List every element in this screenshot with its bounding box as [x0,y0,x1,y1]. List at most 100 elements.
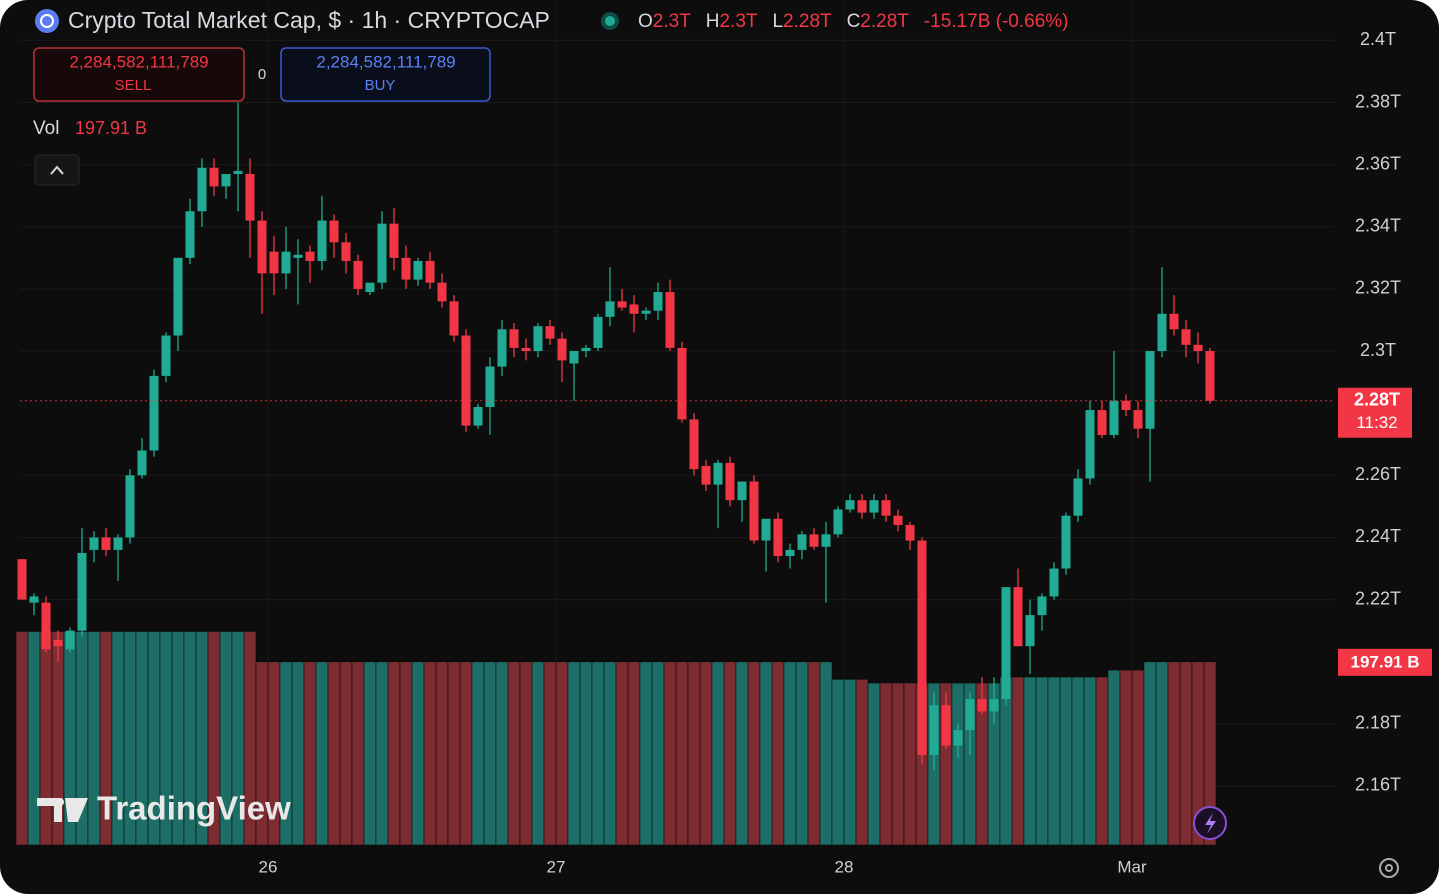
volume-bar [1047,676,1061,846]
volume-bar [1095,676,1109,846]
candle-body [905,525,915,541]
candle-body [701,465,711,485]
volume-bar [699,661,713,846]
candle-body [917,540,927,755]
ohlc-key: H [706,11,720,32]
buy-price[interactable]: 2,284,582,111,789 [316,52,455,71]
status-dot [605,16,615,26]
candle-body [389,223,399,258]
candle-body [1061,515,1071,569]
candle-body [833,509,843,535]
candle-body [797,534,807,550]
settings-icon[interactable] [1385,864,1393,872]
ohlc-value: 2.28T [783,11,832,32]
candle-body [329,220,339,243]
volume-bar [303,661,317,846]
volume-bar [747,661,761,846]
y-tick-label: 2.16T [1355,775,1401,795]
alert-icon[interactable] [1205,813,1216,834]
volume-bar [1203,661,1217,846]
candle-body [1145,351,1155,429]
collapse-button[interactable] [34,154,80,186]
candle-body [485,366,495,407]
buy-label[interactable]: BUY [365,77,396,94]
collapse-icon[interactable] [50,165,64,175]
candle-body [1157,313,1167,352]
candle-body [1073,478,1083,516]
candle-body [221,173,231,187]
sell-label[interactable]: SELL [115,77,152,94]
candle-body [977,698,987,712]
y-tick-label: 2.3T [1360,340,1396,360]
candle-body [1025,615,1035,647]
volume-bar [459,661,473,846]
candle-body [1001,587,1011,699]
candle-body [785,549,795,557]
volume-label-box [1338,648,1432,676]
volume-bar [1155,661,1169,846]
volume-bar [1179,661,1193,846]
volume-bar [1035,676,1049,846]
candle-body [341,242,351,261]
candle-body [665,292,675,348]
volume-bar [579,661,593,846]
volume-bar [411,661,425,846]
candle-body [1193,344,1203,352]
volume-bar [891,682,905,846]
candle-body [245,173,255,221]
symbol-icon-mark [40,14,54,28]
volume-bar [1167,661,1181,846]
candle-body [377,223,387,283]
candle-body [17,559,27,600]
volume-bar [327,661,341,846]
candle-body [689,419,699,470]
volume-bar [1083,676,1097,846]
spread: 0 [258,66,266,83]
volume-bar [951,682,965,846]
volume-bar [807,661,821,846]
sell-button[interactable] [33,47,245,102]
volume-bar [735,661,749,846]
plot-area [15,0,1335,846]
y-tick-label: 2.36T [1355,153,1401,173]
volume-bar [759,661,773,846]
candle-body [725,462,735,501]
volume-bar [531,661,545,846]
candle-body [821,534,831,547]
buy-button[interactable] [280,47,491,102]
candle-body [857,500,867,513]
candle-body [749,481,759,541]
volume-bar [339,661,353,846]
volume-bar [495,661,509,846]
sell-price[interactable]: 2,284,582,111,789 [69,52,208,71]
volume-bar [507,661,521,846]
candle-body [437,282,447,302]
candle-body [1097,410,1107,435]
volume-bar [387,661,401,846]
x-tick-label: Mar [1117,857,1147,876]
candle-body [293,254,303,258]
volume-bar [483,661,497,846]
candle-body [365,282,375,293]
candle-body [41,602,51,650]
volume-bar [615,661,629,846]
candle-body [881,500,891,516]
candle-body [77,552,87,631]
settings-button[interactable] [1379,858,1399,878]
volume-bar [1143,661,1157,846]
volume-bar [879,682,893,846]
candle-body [209,167,219,187]
candle-body [125,475,135,538]
candle-body [569,351,579,364]
candle-body [317,220,327,261]
candle-body [809,534,819,547]
symbol-icon [35,9,59,33]
volume-bar [831,679,845,846]
volume-bar [1059,676,1073,846]
candle-body [1013,587,1023,647]
candle-body [653,292,663,311]
candle-body [149,375,159,451]
candle-body [1121,400,1131,411]
